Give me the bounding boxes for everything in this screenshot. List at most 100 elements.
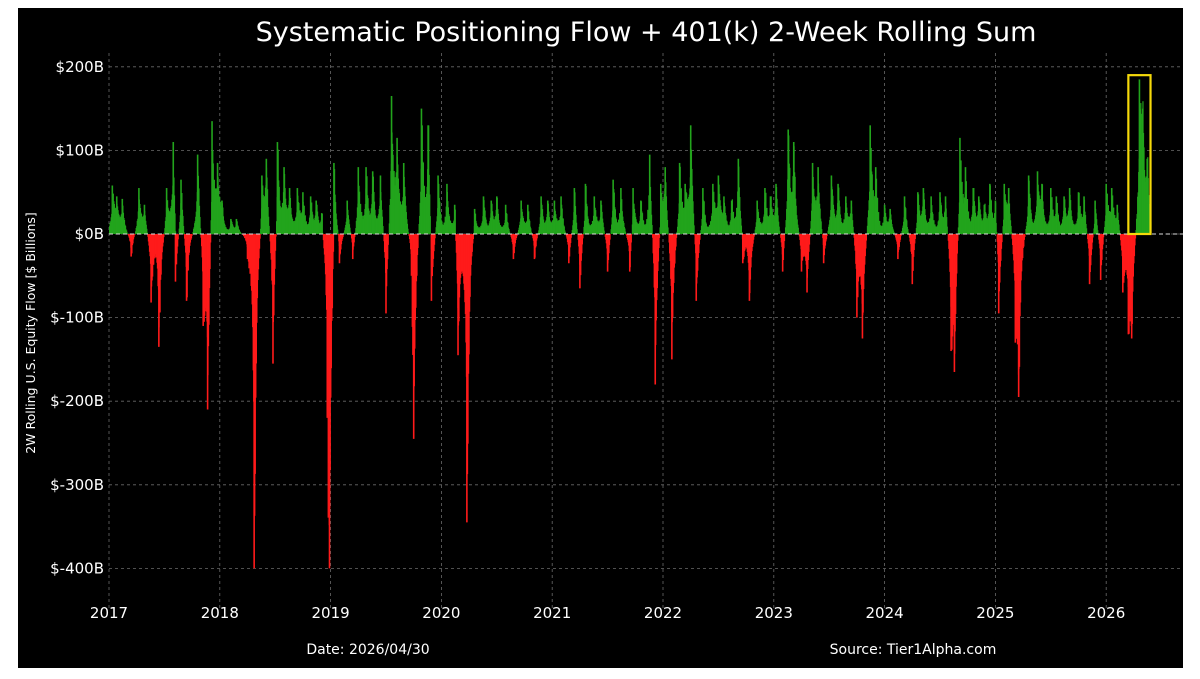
y-tick-label: $100B: [56, 141, 104, 159]
bar-negative: [582, 234, 584, 239]
bar-negative: [258, 234, 261, 249]
x-tick-label: 2019: [312, 604, 350, 622]
chart-title: Systematic Positioning Flow + 401(k) 2-W…: [256, 17, 1037, 48]
bar-negative: [865, 234, 867, 249]
bar-negative: [809, 234, 811, 237]
bar-positive: [564, 230, 566, 234]
bar-negative: [387, 234, 389, 245]
bar-positive: [853, 232, 855, 234]
bar-positive: [407, 232, 410, 234]
bar-positive: [624, 231, 627, 234]
bar-negative: [177, 234, 179, 247]
bar-positive: [651, 224, 653, 234]
bar-positive: [126, 230, 128, 234]
bar-positive: [429, 216, 431, 234]
bar-negative: [133, 234, 136, 236]
bar-negative: [570, 234, 572, 238]
bar-positive: [1010, 225, 1012, 234]
x-tick-label: 2025: [976, 604, 1014, 622]
bar-negative: [162, 234, 164, 243]
bar-positive: [693, 225, 695, 234]
x-tick-label: 2018: [201, 604, 239, 622]
bar-positive: [821, 229, 823, 234]
bar-positive: [798, 232, 800, 234]
bar-positive: [650, 214, 653, 234]
bar-negative: [1024, 234, 1026, 237]
bar-negative: [354, 234, 356, 238]
y-tick-label: $-400B: [50, 559, 104, 577]
bar-negative: [163, 234, 165, 238]
bar-negative: [536, 234, 538, 239]
bar-positive: [1118, 230, 1121, 234]
bar-negative: [675, 234, 677, 247]
bar-negative: [825, 234, 828, 240]
bar-negative: [1103, 234, 1105, 238]
bar-negative: [1102, 234, 1104, 245]
bar-positive: [575, 222, 578, 234]
x-tick-label: 2024: [866, 604, 904, 622]
bar-positive: [268, 225, 270, 234]
bar-positive: [1118, 224, 1120, 234]
bar-negative: [342, 234, 344, 237]
flow-chart: Systematic Positioning Flow + 401(k) 2-W…: [18, 8, 1183, 668]
bar-positive: [381, 216, 384, 234]
bar-positive: [907, 229, 909, 234]
bar-negative: [826, 234, 828, 236]
bar-positive: [382, 226, 384, 234]
bar-negative: [675, 234, 678, 238]
bar-negative: [783, 234, 786, 242]
bars-group: [109, 79, 1152, 569]
bar-negative: [699, 234, 701, 240]
bar-positive: [1011, 232, 1013, 234]
bar-negative: [914, 234, 916, 239]
y-tick-label: $-300B: [50, 476, 104, 494]
bar-positive: [508, 229, 510, 234]
bar-positive: [126, 232, 128, 234]
bar-positive: [946, 226, 948, 234]
bar-negative: [516, 234, 518, 237]
bar-negative: [956, 234, 958, 274]
bar-positive: [576, 229, 578, 234]
bar-positive: [603, 230, 605, 234]
y-axis-ticks: $200B $100B $0B $-100B $-200B $-300B $-400B: [50, 58, 104, 578]
bar-positive: [946, 217, 948, 234]
bar-negative: [177, 234, 179, 240]
y-tick-label: $0B: [75, 225, 104, 243]
bar-negative: [417, 234, 419, 248]
bar-negative: [537, 234, 539, 236]
bar-positive: [508, 231, 511, 234]
bar-negative: [658, 234, 660, 249]
source-label: Source: Tier1Alpha.com: [830, 642, 997, 658]
highlight-box: [1127, 74, 1152, 236]
bar-positive: [741, 231, 743, 234]
bar-negative: [783, 234, 785, 249]
chart-panel: Systematic Positioning Flow + 401(k) 2-W…: [18, 8, 1183, 668]
bar-positive: [337, 229, 339, 234]
bar-negative: [900, 234, 902, 237]
bar-positive: [563, 226, 565, 234]
bar-negative: [472, 234, 474, 240]
bar-positive: [852, 226, 854, 234]
y-tick-label: $-200B: [50, 392, 104, 410]
x-tick-label: 2020: [422, 604, 460, 622]
bar-negative: [274, 234, 277, 251]
x-axis-ticks: 2017 2018 2019 2020 2021 2022 2023 2024 2025 2026: [90, 604, 1125, 622]
y-axis-label: 2W Rolling U.S. Equity Flow [$ Billions]: [23, 212, 38, 454]
bar-positive: [349, 231, 352, 234]
bar-negative: [434, 234, 436, 239]
bar-negative: [865, 234, 868, 241]
bar-negative: [1091, 234, 1094, 243]
bar-negative: [433, 234, 436, 245]
bar-positive: [146, 232, 148, 234]
bar-positive: [666, 219, 669, 234]
bar-positive: [530, 228, 532, 234]
bar-negative: [133, 234, 135, 238]
bar-negative: [353, 234, 355, 243]
bar-positive: [893, 232, 895, 234]
bar-negative: [332, 234, 335, 252]
bar-positive: [174, 213, 176, 234]
bar-negative: [190, 234, 193, 239]
bar-negative: [331, 234, 334, 309]
bar-positive: [268, 216, 270, 234]
bar-positive: [797, 227, 799, 234]
